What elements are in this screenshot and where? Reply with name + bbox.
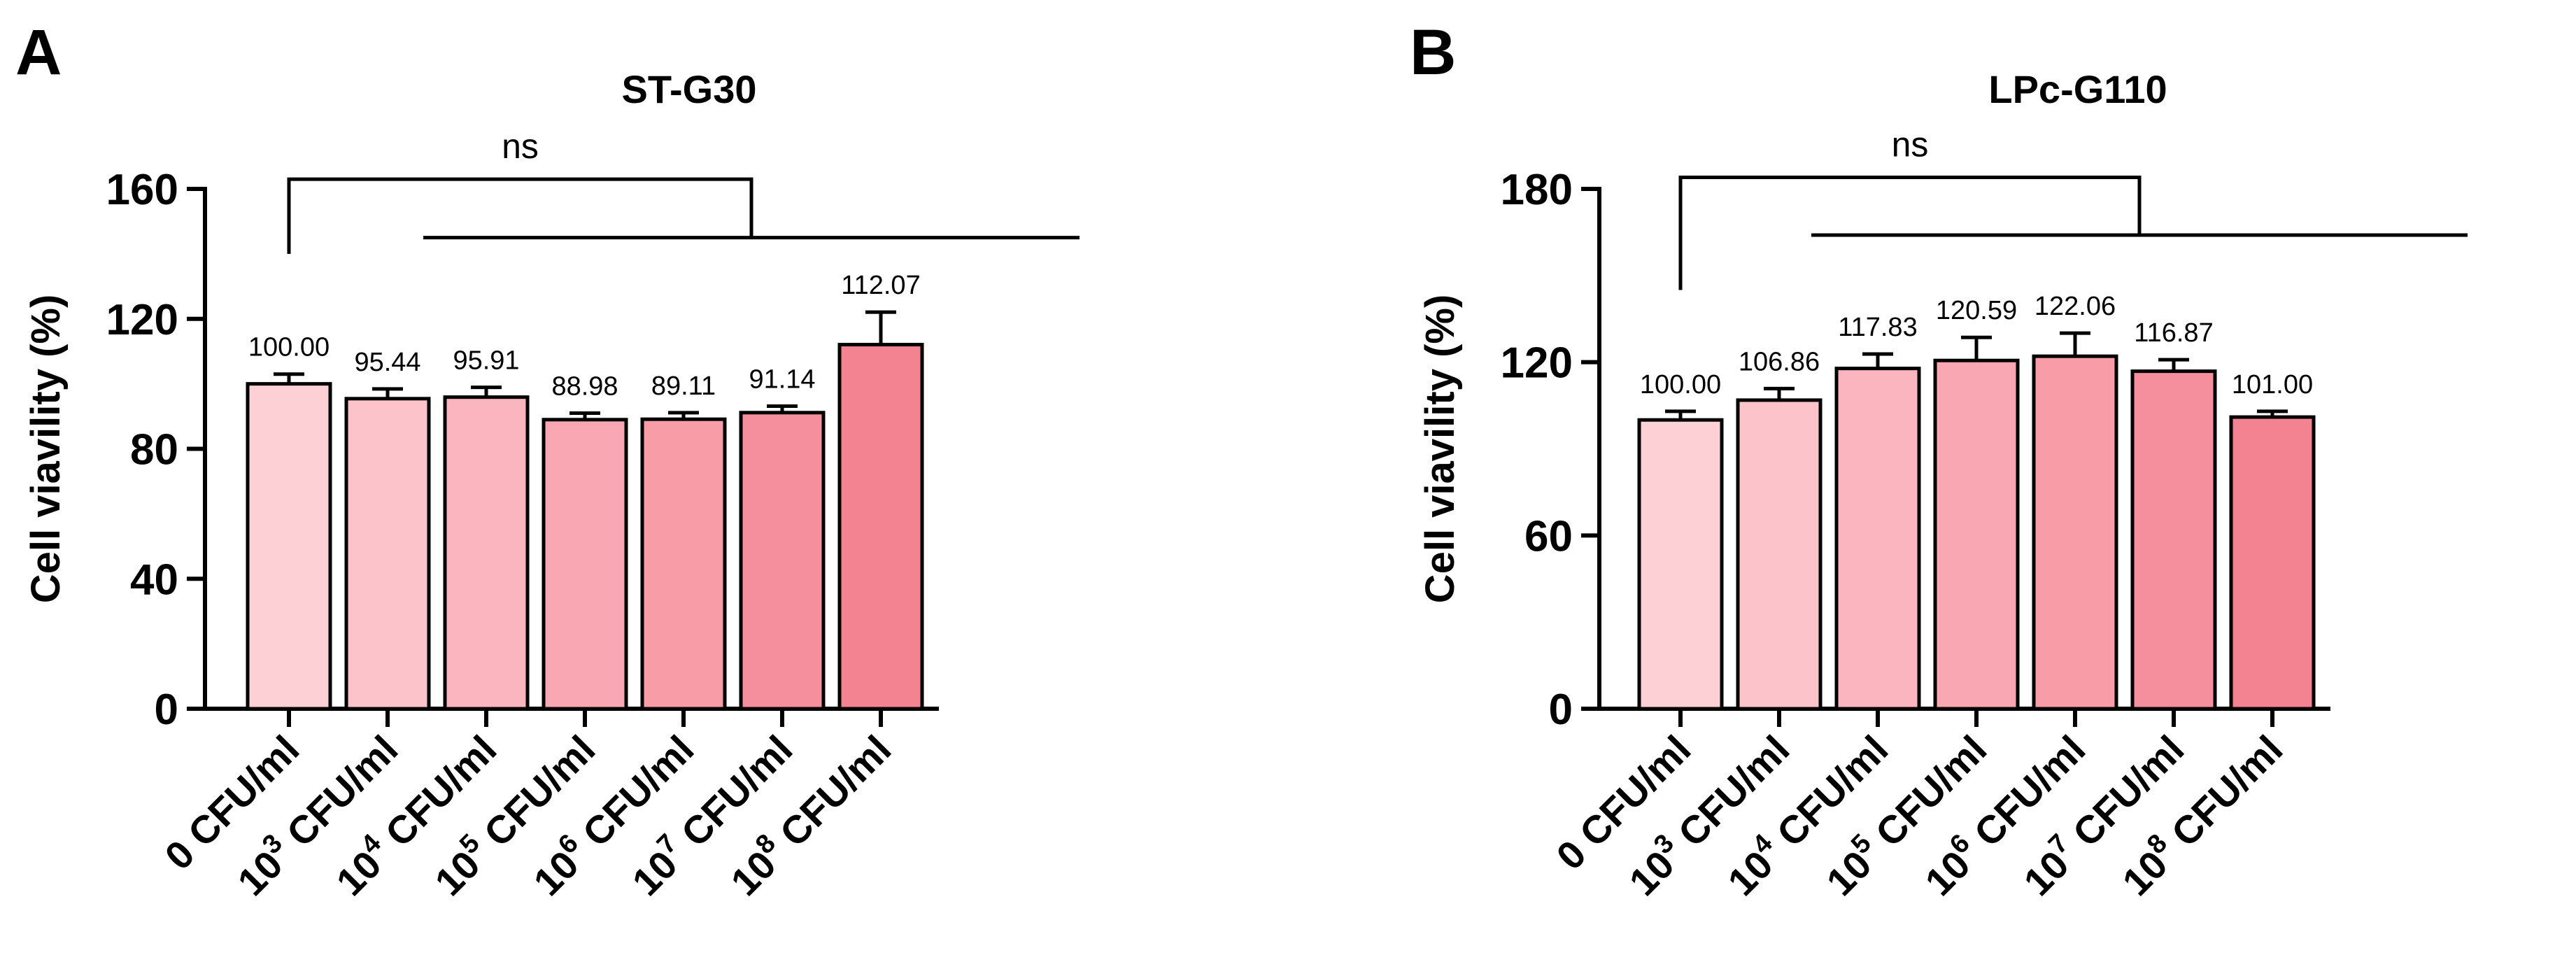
significance-label: ns xyxy=(1892,125,1929,164)
y-tick-label: 120 xyxy=(1501,339,1573,388)
data-label: 101.00 xyxy=(2232,370,2313,399)
y-tick-label: 180 xyxy=(1501,166,1573,214)
data-label: 106.86 xyxy=(1739,347,1820,376)
y-axis-label: Cell viavility (%) xyxy=(23,295,69,604)
y-tick-label: 0 xyxy=(155,686,178,734)
bar xyxy=(2130,369,2217,711)
bar xyxy=(246,382,332,711)
y-tick-label: 60 xyxy=(1524,512,1573,560)
bar xyxy=(640,417,727,711)
data-label: 116.87 xyxy=(2134,318,2213,348)
chart-panel-a: A ST-G30 Cell viavility (%) 0 40 80 120 160 100.… xyxy=(15,17,1080,904)
x-tick-label: 0 CFU/ml xyxy=(156,727,307,878)
data-label: 112.07 xyxy=(841,271,920,300)
bar xyxy=(542,418,628,711)
y-tick-label: 160 xyxy=(106,166,178,214)
y-tick-label: 80 xyxy=(130,426,178,474)
bar xyxy=(443,395,530,711)
bar xyxy=(1933,358,2020,711)
significance-bracket xyxy=(287,177,753,254)
data-label: 100.00 xyxy=(248,333,330,362)
data-label: 95.44 xyxy=(354,348,420,377)
y-tick-label: 40 xyxy=(130,556,178,604)
bar xyxy=(837,343,924,711)
data-label: 91.14 xyxy=(749,365,815,394)
y-tick-label: 120 xyxy=(106,296,178,344)
panel-letter: A xyxy=(15,17,62,88)
data-label: 100.00 xyxy=(1640,370,1721,399)
significance-label: ns xyxy=(502,127,539,166)
significance-bracket xyxy=(1678,175,2142,290)
panel-letter: B xyxy=(1410,17,1456,88)
bar xyxy=(344,397,431,711)
data-label: 122.06 xyxy=(2034,292,2116,321)
bar xyxy=(2229,415,2316,711)
data-label: 95.91 xyxy=(453,346,519,376)
bar xyxy=(1834,367,1921,711)
bar xyxy=(2032,354,2118,711)
y-axis-label: Cell viavility (%) xyxy=(1417,295,1463,604)
chart-title: ST-G30 xyxy=(622,67,757,111)
bar xyxy=(1736,398,1823,711)
chart-title: LPc-G110 xyxy=(1988,67,2167,111)
data-label: 88.98 xyxy=(551,372,618,402)
x-tick-label: 0 CFU/ml xyxy=(1548,727,1699,878)
bar xyxy=(1637,418,1724,711)
y-tick-label: 0 xyxy=(1549,686,1573,734)
data-label: 120.59 xyxy=(1936,296,2017,325)
data-label: 117.83 xyxy=(1838,313,1917,342)
bar xyxy=(739,411,826,711)
chart-panel-b: B LPc-G110 Cell viavility (%) 0 60 120 180 100.… xyxy=(1410,17,2468,904)
data-label: 89.11 xyxy=(651,372,716,401)
